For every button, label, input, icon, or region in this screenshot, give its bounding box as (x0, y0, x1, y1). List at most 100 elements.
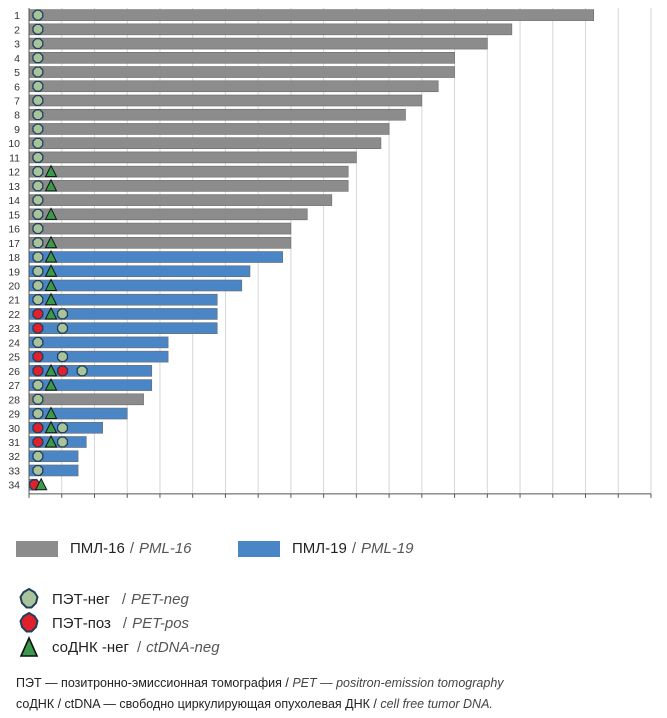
ctdna-neg-marker (44, 249, 58, 263)
pet-neg-marker (32, 379, 44, 391)
pet-pos-icon (19, 612, 39, 633)
legend-pet-pos: ПЭТ-поз / PET-pos (16, 612, 189, 634)
bar (28, 123, 390, 135)
legend-pet-neg-en: PET-neg (131, 590, 189, 608)
bar (28, 137, 382, 149)
legend-pet-pos-ru: ПЭТ-поз (52, 614, 111, 632)
legend-pml19-swatch (238, 540, 280, 557)
legend-pml19: ПМЛ-19 / PML-19 (238, 540, 414, 557)
pet-neg-marker (32, 237, 44, 249)
note-pet-ru: ПЭТ — позитронно-эмиссионная томография (16, 676, 282, 690)
category-label: 22 (8, 309, 20, 321)
pet-neg-marker (32, 279, 44, 292)
pet-neg-marker (76, 365, 88, 377)
bar (28, 194, 333, 206)
ctdna-neg-marker (44, 420, 58, 434)
pet-neg-marker (32, 180, 44, 192)
category-label: 24 (8, 337, 20, 349)
category-label: 5 (14, 67, 20, 79)
note-pet-sep: / (285, 676, 289, 690)
ctdna-neg-marker (44, 363, 58, 377)
pet-neg-marker (32, 151, 44, 163)
category-label: 21 (8, 295, 20, 307)
ctdna-neg-marker (44, 164, 58, 178)
category-label: 9 (14, 124, 20, 136)
category-label: 18 (8, 252, 20, 264)
pet-neg-marker (56, 308, 69, 320)
bar (28, 165, 349, 178)
bar (28, 66, 455, 78)
category-label: 11 (9, 152, 20, 164)
bar (28, 108, 406, 121)
category-label: 14 (8, 195, 20, 207)
pet-pos-marker (32, 365, 44, 377)
category-label: 16 (8, 224, 20, 236)
category-label: 6 (14, 81, 20, 93)
pet-neg-marker (32, 38, 44, 50)
pet-neg-marker (32, 265, 44, 277)
bar (28, 279, 243, 292)
pet-neg-marker (32, 123, 44, 135)
category-label: 27 (8, 380, 20, 392)
legend-pet-pos-en: PET-pos (132, 614, 190, 632)
pet-neg-marker (32, 393, 44, 405)
legend-pml16-swatch (16, 540, 58, 557)
category-label: 32 (8, 451, 20, 463)
bar (28, 236, 292, 249)
legend-pml16-en: PML-16 (138, 540, 192, 557)
pet-pos-marker (56, 365, 69, 377)
legend-pet-neg-sep: / (121, 590, 126, 608)
bar (28, 222, 292, 235)
pet-neg-marker (56, 322, 69, 334)
legend-pet-neg-ru: ПЭТ-нег (52, 590, 110, 608)
pet-neg-marker (32, 464, 44, 477)
pet-neg-marker (32, 336, 44, 348)
pet-neg-marker (32, 208, 44, 220)
bar (28, 9, 595, 21)
legend-ctdna-neg-sep: / (137, 638, 142, 656)
pet-neg-marker (56, 422, 69, 434)
pet-neg-marker (32, 251, 44, 263)
category-label: 3 (14, 39, 20, 51)
note-ctdna-en: cell free tumor DNA. (380, 697, 493, 711)
note-ctdna-sep: / (373, 697, 377, 711)
bar (28, 94, 423, 107)
category-label: 1 (14, 10, 20, 22)
pet-neg-marker (32, 194, 44, 206)
category-label: 8 (14, 110, 20, 122)
legend-pml16-ru: ПМЛ-16 (70, 540, 125, 557)
pet-neg-marker (56, 436, 69, 448)
ctdna-neg-marker (44, 406, 58, 420)
category-label: 33 (8, 465, 20, 477)
pet-pos-marker (32, 422, 44, 434)
bar (28, 336, 169, 349)
category-label: 20 (8, 280, 20, 292)
ctdna-neg-marker (44, 235, 58, 249)
category-label: 19 (8, 266, 20, 278)
legend-pml19-sep: / (351, 540, 356, 557)
category-label: 31 (8, 437, 20, 449)
pet-pos-marker (32, 322, 44, 334)
legend-pml16: ПМЛ-16 / PML-16 (16, 540, 192, 557)
bar (28, 208, 308, 221)
category-label: 13 (8, 181, 20, 193)
note-ctdna-ru: соДНК / ctDNA — свободно циркулирующая о… (16, 697, 370, 711)
bar-chart: 1234567891011121314151617181920212223242… (8, 8, 652, 498)
ctdna-neg-marker (44, 264, 58, 277)
pet-neg-marker (32, 23, 44, 35)
pet-neg-marker (56, 351, 69, 363)
category-label: 10 (8, 138, 20, 150)
category-label: 15 (8, 209, 20, 221)
note-pet-en: PET — positron-emission tomography (292, 676, 504, 690)
bar (28, 293, 218, 306)
ctdna-neg-marker (44, 306, 58, 320)
category-label: 34 (8, 480, 20, 492)
category-label: 12 (8, 167, 20, 179)
category-label: 2 (14, 24, 20, 36)
pet-pos-marker (32, 308, 44, 320)
bar (28, 407, 128, 420)
category-label: 23 (8, 323, 20, 335)
ctdna-neg-marker (44, 434, 58, 448)
pet-neg-marker (32, 223, 44, 235)
pet-neg-marker (32, 109, 44, 121)
